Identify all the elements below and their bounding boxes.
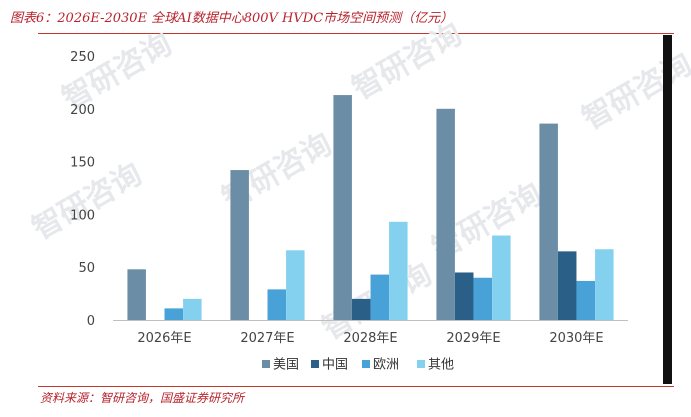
bars — [127, 95, 614, 321]
bar-其他-2027年E — [286, 250, 305, 320]
x-tick-label: 2026年E — [137, 331, 191, 346]
x-tick-label: 2027年E — [240, 331, 294, 346]
y-tick-label: 100 — [70, 208, 95, 223]
y-tick-label: 0 — [87, 314, 95, 329]
x-axis: 2026年E 2027年E 2028年E 2029年E 2030年E — [137, 331, 603, 346]
bar-美国-2026年E — [127, 269, 146, 320]
watermark-text: 智研咨询 — [577, 47, 691, 137]
bar-美国-2028年E — [333, 95, 352, 321]
legend-label: 美国 — [273, 358, 299, 373]
bar-美国-2027年E — [230, 170, 249, 320]
bar-其他-2029年E — [492, 235, 511, 320]
y-tick-label: 150 — [70, 156, 95, 171]
x-tick-label: 2028年E — [343, 331, 397, 346]
legend-swatch — [362, 360, 370, 368]
bar-其他-2026年E — [183, 298, 202, 320]
bar-欧洲-2030年E — [576, 280, 596, 320]
legend-label: 其他 — [428, 358, 454, 373]
y-axis: 0 50 100 150 200 250 — [70, 50, 95, 329]
legend-swatch — [262, 360, 270, 368]
legend-label: 欧洲 — [373, 358, 399, 373]
y-tick-label: 250 — [70, 50, 95, 65]
x-tick-label: 2030年E — [549, 331, 603, 346]
bottom-divider — [38, 386, 674, 387]
y-tick-label: 50 — [78, 261, 95, 276]
bar-欧洲-2026年E — [164, 308, 184, 320]
top-divider — [38, 33, 674, 34]
x-tick-label: 2029年E — [446, 331, 500, 346]
bar-其他-2028年E — [389, 221, 408, 320]
bar-欧洲-2028年E — [370, 274, 390, 320]
figure-title: 图表6：2026E-2030E 全球AI数据中心800V HVDC市场空间预测（… — [10, 11, 454, 26]
y-tick-label: 200 — [70, 103, 95, 118]
watermark-text: 智研咨询 — [347, 17, 468, 107]
legend: 美国 中国 欧洲 其他 — [262, 358, 454, 373]
legend-swatch — [417, 360, 425, 368]
legend-label: 中国 — [322, 358, 348, 373]
bar-欧洲-2029年E — [473, 277, 493, 320]
bar-中国-2028年E — [351, 298, 371, 320]
bar-欧洲-2027年E — [267, 289, 287, 320]
bar-其他-2030年E — [595, 249, 614, 320]
bar-中国-2030年E — [557, 251, 577, 320]
bar-美国-2029年E — [436, 108, 455, 320]
right-edge-bar — [663, 35, 672, 384]
bar-美国-2030年E — [539, 123, 558, 320]
bar-中国-2029年E — [454, 272, 474, 320]
legend-swatch — [311, 360, 319, 368]
source-note: 资料来源：智研咨询，国盛证券研究所 — [40, 391, 245, 405]
